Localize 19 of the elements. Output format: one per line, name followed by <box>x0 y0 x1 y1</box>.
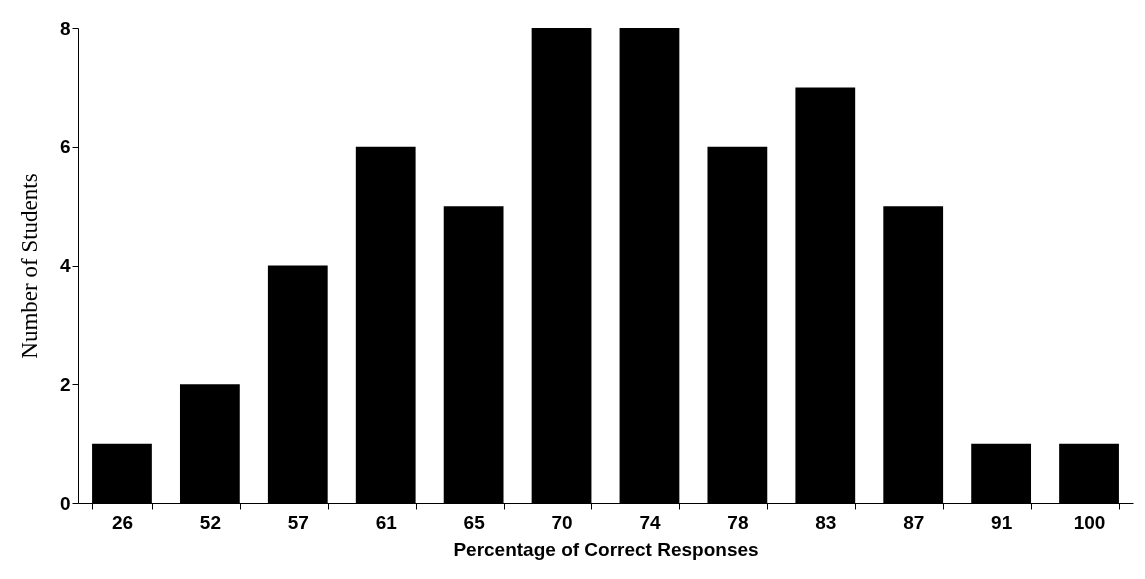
y-axis-title: Number of Students <box>16 173 42 359</box>
x-tick-label: 74 <box>639 511 661 533</box>
x-tick-label: 70 <box>551 511 573 533</box>
y-tick-label: 2 <box>59 373 71 395</box>
y-tick-label: 0 <box>59 492 71 514</box>
x-tick-label: 61 <box>375 511 398 533</box>
x-axis-title: Percentage of Correct Responses <box>453 538 759 560</box>
x-tick-label: 52 <box>199 511 221 533</box>
x-tick-label: 65 <box>463 511 486 533</box>
y-tick-label: 8 <box>59 17 71 39</box>
x-tick-label: 78 <box>727 511 749 533</box>
x-tick-label: 100 <box>1073 511 1106 533</box>
x-tick-label: 57 <box>287 511 309 533</box>
x-tick-label: 91 <box>991 511 1013 533</box>
y-tick-label: 6 <box>59 136 71 158</box>
x-tick-label: 87 <box>903 511 925 533</box>
y-tick-label: 4 <box>59 255 71 276</box>
x-tick-label: 26 <box>111 511 134 533</box>
x-tick-label: 83 <box>815 511 837 533</box>
